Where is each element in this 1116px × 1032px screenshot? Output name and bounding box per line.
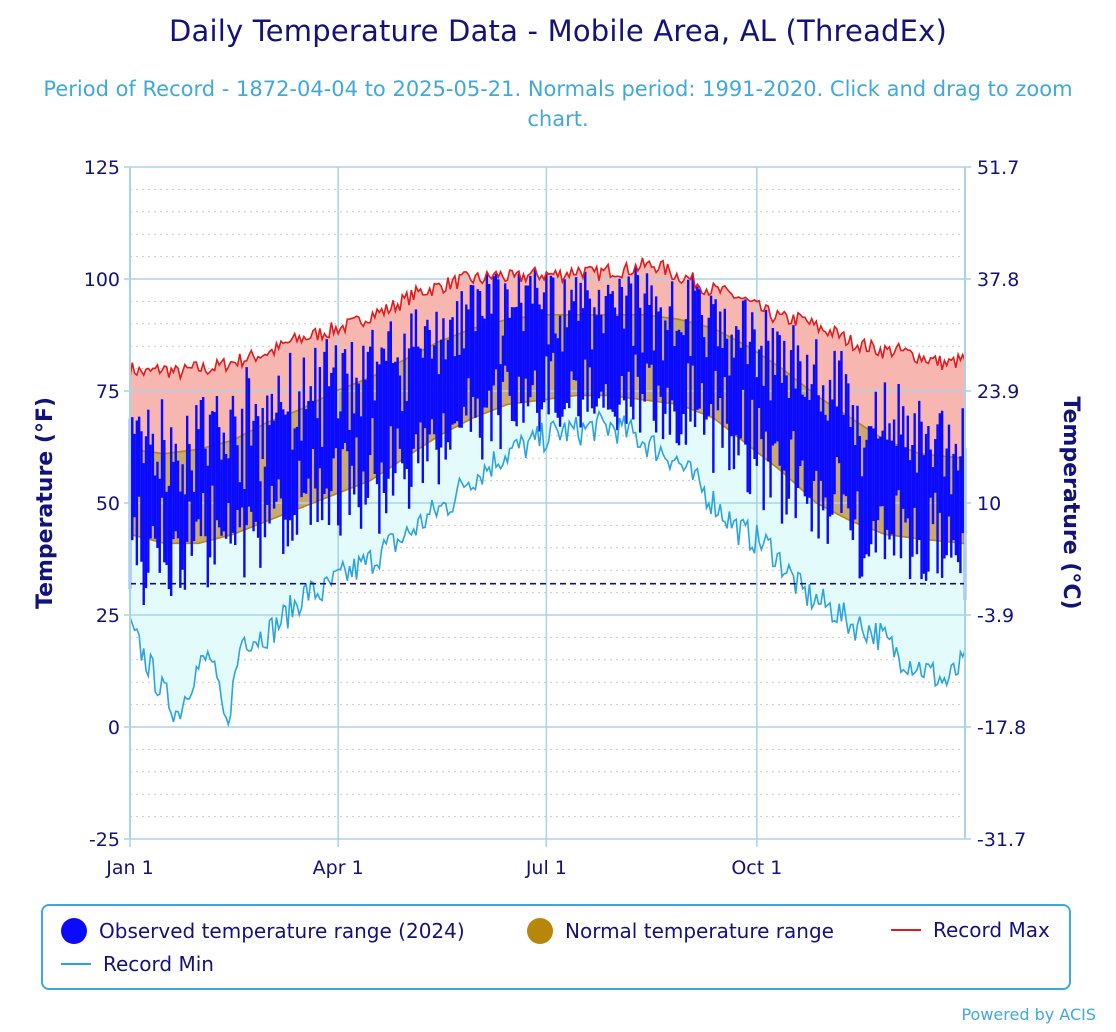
chart-subtitle[interactable]: Period of Record - 1872-04-04 to 2025-05…	[43, 77, 1073, 131]
record-min-line	[129, 409, 966, 728]
record-min-line-icon	[61, 963, 91, 965]
legend-item-normal[interactable]: Normal temperature range	[527, 918, 834, 944]
x-tick-label: Apr 1	[313, 857, 364, 879]
legend-label-normal: Normal temperature range	[565, 919, 834, 943]
x-tick-label: Oct 1	[731, 857, 782, 879]
y-tick-label-right: -31.7	[977, 829, 1026, 851]
y-tick-label: 100	[84, 269, 120, 291]
chart-plot[interactable]: 125 51.7 100 37.8 75 23.9 50 10 25 -3.9 0 -17.8 -25 -…	[0, 0, 1116, 900]
y-tick-label-right: 10	[977, 493, 1001, 515]
y-axis-title-right: Temperature (°C)	[1058, 396, 1083, 609]
y-tick-label: 125	[84, 157, 120, 179]
observed-swatch-icon	[61, 918, 87, 944]
y-tick-label: 0	[108, 717, 120, 739]
y-tick-label: -25	[89, 829, 120, 851]
y-tick-label-right: 37.8	[977, 269, 1019, 291]
y-tick-label: 75	[96, 381, 120, 403]
y-tick-label-right: -3.9	[977, 605, 1014, 627]
legend-item-record-min[interactable]: Record Min	[61, 952, 214, 976]
observed-bars	[128, 266, 967, 605]
credit-link[interactable]: Powered by ACIS	[961, 1005, 1096, 1024]
legend-label-observed: Observed temperature range (2024)	[99, 919, 465, 943]
y-tick-label: 50	[96, 493, 120, 515]
y-axis-title: Temperature (°F)	[33, 397, 58, 609]
chart-title: Daily Temperature Data - Mobile Area, AL…	[168, 14, 948, 48]
record-max-line	[129, 257, 966, 382]
y-tick-label-right: 23.9	[977, 381, 1019, 403]
legend-item-record-max[interactable]: Record Max	[891, 918, 1050, 942]
y-tick-label-right: 51.7	[977, 157, 1019, 179]
legend: Observed temperature range (2024) Normal…	[41, 904, 1071, 990]
record-max-line-icon	[891, 929, 921, 931]
legend-item-observed[interactable]: Observed temperature range (2024)	[61, 918, 465, 944]
legend-label-record-max: Record Max	[933, 918, 1050, 942]
legend-label-record-min: Record Min	[103, 952, 214, 976]
normal-swatch-icon	[527, 918, 553, 944]
x-tick-label: Jul 1	[525, 857, 567, 879]
y-tick-label-right: -17.8	[977, 717, 1026, 739]
x-tick-label: Jan 1	[105, 857, 153, 879]
y-tick-label: 25	[96, 605, 120, 627]
